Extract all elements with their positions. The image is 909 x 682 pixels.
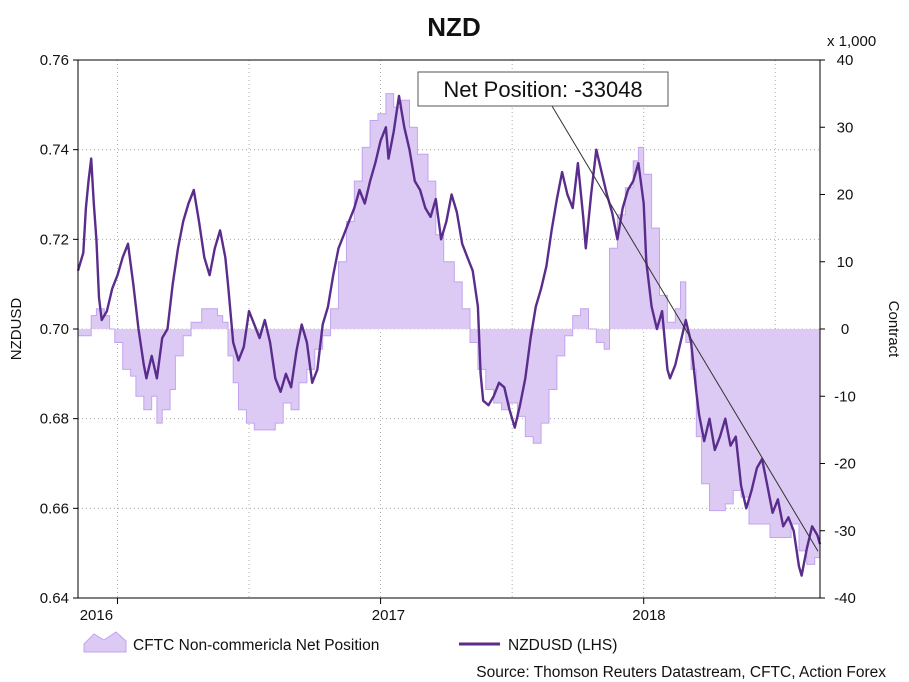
right-tick-label: 0 — [841, 321, 849, 338]
left-axis-label: NZDUSD — [8, 298, 25, 361]
net-position-callout: Net Position: -33048 — [417, 71, 819, 552]
callout-leader — [551, 105, 819, 552]
source-note: Source: Thomson Reuters Datastream, CFTC… — [476, 664, 886, 681]
nzdusd-line — [76, 94, 822, 577]
right-tick-label: 20 — [837, 187, 854, 204]
right-tick-label: -40 — [834, 590, 856, 607]
callout-text: Net Position: -33048 — [443, 77, 642, 102]
left-axis-ticks: 0.76 0.74 0.72 0.70 0.68 0.66 0.64 — [40, 52, 78, 607]
x-axis-ticks: 2016 2017 2018 — [80, 598, 666, 624]
legend-area-label: CFTC Non-commericla Net Position — [133, 637, 379, 654]
legend-line-label: NZDUSD (LHS) — [508, 637, 617, 654]
net-position-edge — [78, 93, 821, 565]
right-axis-label: Contract — [885, 301, 902, 359]
left-tick-label: 0.72 — [40, 231, 69, 248]
legend-area-swatch — [83, 631, 127, 653]
line-layer — [76, 94, 822, 577]
right-tick-label: -20 — [834, 456, 856, 473]
left-tick-label: 0.68 — [40, 411, 69, 428]
left-tick-label: 0.74 — [40, 142, 69, 159]
net-position-area — [78, 93, 820, 565]
right-tick-label: 10 — [837, 254, 854, 271]
right-axis-ticks: 40 30 20 10 0 -10 -20 -30 -40 — [820, 52, 856, 607]
x-tick-label: 2017 — [372, 607, 405, 624]
area-layer — [78, 93, 821, 565]
right-tick-label: -30 — [834, 523, 856, 540]
left-tick-label: 0.64 — [40, 590, 69, 607]
right-tick-label: 40 — [837, 52, 854, 69]
chart-title: NZD — [427, 12, 480, 42]
right-tick-label: -10 — [834, 388, 856, 405]
left-tick-label: 0.66 — [40, 500, 69, 517]
left-tick-label: 0.76 — [40, 52, 69, 69]
right-tick-label: 30 — [837, 119, 854, 136]
right-axis-multiplier: x 1,000 — [827, 33, 876, 50]
x-tick-label: 2016 — [80, 607, 113, 624]
x-tick-label: 2018 — [632, 607, 665, 624]
left-tick-label: 0.70 — [40, 321, 69, 338]
legend: CFTC Non-commericla Net Position NZDUSD … — [83, 631, 617, 654]
callout-box — [417, 71, 669, 107]
